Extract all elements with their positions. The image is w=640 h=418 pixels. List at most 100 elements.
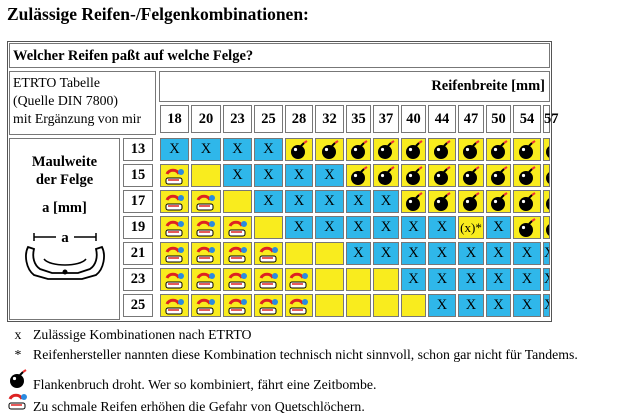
bomb-icon — [543, 138, 550, 161]
grid-cell — [346, 268, 371, 291]
bomb-icon — [346, 138, 371, 161]
bomb-icon — [401, 164, 426, 187]
rim-width-17: 17 — [123, 190, 153, 213]
grid-cell: X — [254, 138, 283, 161]
etrto-line: ETRTO Tabelle — [13, 75, 100, 90]
bomb-icon — [7, 369, 29, 393]
grid-cell: X — [458, 268, 484, 291]
grid-cell: X — [486, 294, 511, 317]
pinch-flat-icon — [191, 216, 221, 239]
tire-width-28: 28 — [285, 105, 313, 133]
grid-cell: X — [315, 190, 344, 213]
tire-width-57: 57 — [543, 105, 559, 133]
pinch-flat-icon — [223, 268, 252, 291]
grid-cell: X — [428, 242, 456, 265]
grid-cell: X — [346, 190, 371, 213]
grid-cell — [401, 294, 426, 317]
bomb-icon — [315, 138, 344, 161]
tire-width-18: 18 — [160, 105, 189, 133]
pinch-flat-icon — [191, 242, 221, 265]
pinch-flat-icon — [191, 294, 221, 317]
bomb-icon — [373, 138, 399, 161]
grid-cell: X — [513, 268, 541, 291]
bomb-icon — [458, 138, 484, 161]
legend-text: Reifenhersteller nannten diese Kombinati… — [33, 347, 578, 362]
legend-text: Zu schmale Reifen erhöhen die Gefahr von… — [33, 399, 365, 414]
page-title: Zulässige Reifen-/Felgenkombinationen: — [7, 4, 309, 24]
grid-cell: X — [373, 216, 399, 239]
etrto-line: mit Ergänzung von mir — [13, 111, 142, 126]
grid-cell: X — [285, 216, 313, 239]
rim-diagram-label: a — [61, 230, 69, 246]
legend-symbol: * — [14, 347, 22, 362]
grid-cell — [285, 242, 313, 265]
grid-cell — [346, 294, 371, 317]
pinch-flat-icon — [160, 190, 189, 213]
rim-label-line: der Felge — [35, 172, 94, 188]
pinch-flat-icon — [223, 216, 252, 239]
tire-width-35: 35 — [346, 105, 371, 133]
grid-cell — [315, 294, 344, 317]
pinch-flat-icon — [7, 391, 29, 415]
grid-cell — [373, 294, 399, 317]
grid-cell: X — [458, 294, 484, 317]
grid-cell: X — [543, 242, 550, 265]
legend-item: Zu schmale Reifen erhöhen die Gefahr von… — [7, 391, 365, 415]
tire-width-54: 54 — [513, 105, 541, 133]
pinch-flat-icon — [285, 268, 313, 291]
pinch-flat-icon — [254, 242, 283, 265]
rim-width-19: 19 — [123, 216, 153, 239]
bomb-icon — [428, 138, 456, 161]
bomb-icon — [428, 190, 456, 213]
grid-cell: X — [223, 164, 252, 187]
bomb-icon — [513, 216, 541, 239]
bomb-icon — [486, 164, 511, 187]
grid-cell: X — [285, 164, 313, 187]
pinch-flat-icon — [191, 268, 221, 291]
grid-cell: X — [254, 190, 283, 213]
pinch-flat-icon — [191, 190, 221, 213]
legend-item: * Reifenhersteller nannten diese Kombinat… — [7, 347, 578, 363]
rim-width-header: Maulweite der Felge a [mm] a — [9, 138, 120, 320]
legend-symbol: x — [14, 327, 22, 342]
grid-cell: X — [254, 164, 283, 187]
tire-width-47: 47 — [458, 105, 484, 133]
grid-cell: X — [346, 242, 371, 265]
grid-cell — [191, 164, 221, 187]
bomb-icon — [486, 138, 511, 161]
grid-cell: X — [373, 190, 399, 213]
tire-width-44: 44 — [428, 105, 456, 133]
grid-cell: X — [401, 242, 426, 265]
grid-cell: X — [373, 242, 399, 265]
grid-cell: X — [346, 216, 371, 239]
pinch-flat-icon — [160, 294, 189, 317]
compatibility-table: Welcher Reifen paßt auf welche Felge? ET… — [7, 41, 559, 322]
grid-cell: X — [285, 190, 313, 213]
tire-width-23: 23 — [223, 105, 252, 133]
bomb-icon — [486, 190, 511, 213]
rim-width-15: 15 — [123, 164, 153, 187]
bomb-icon — [513, 138, 541, 161]
tire-width-header: Reifenbreite [mm] — [159, 71, 550, 102]
bomb-icon — [513, 190, 541, 213]
grid-cell — [315, 268, 344, 291]
etrto-line: (Quelle DIN 7800) — [13, 93, 118, 108]
bomb-icon — [285, 138, 313, 161]
pinch-flat-icon — [223, 294, 252, 317]
tire-width-40: 40 — [401, 105, 426, 133]
tire-width-37: 37 — [373, 105, 399, 133]
bomb-icon — [458, 190, 484, 213]
bomb-icon — [346, 164, 371, 187]
bomb-icon — [543, 216, 550, 239]
pinch-flat-icon — [160, 164, 189, 187]
grid-cell: X — [543, 294, 550, 317]
rim-width-21: 21 — [123, 242, 153, 265]
pinch-flat-icon — [254, 268, 283, 291]
grid-cell: X — [401, 216, 426, 239]
pinch-flat-icon — [254, 294, 283, 317]
pinch-flat-icon — [285, 294, 313, 317]
grid-cell: X — [401, 268, 426, 291]
grid-cell: X — [191, 138, 221, 161]
grid-cell: X — [315, 164, 344, 187]
etrto-source-note: ETRTO Tabelle (Quelle DIN 7800) mit Ergä… — [9, 71, 156, 135]
